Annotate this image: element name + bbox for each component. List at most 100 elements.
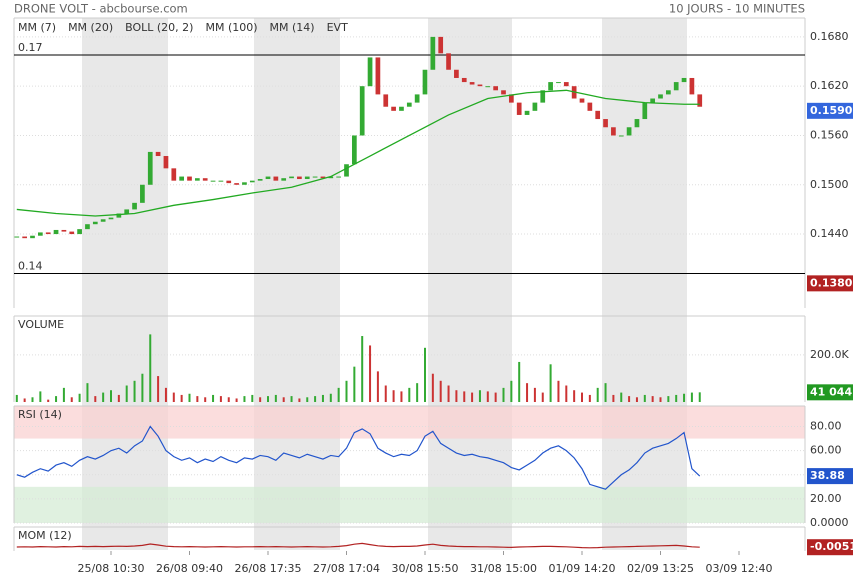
volume-bar [298,398,301,402]
candle [689,77,695,95]
legend-entry: MM (20) [68,21,113,34]
volume-bar [431,373,434,402]
volume-bar [321,394,324,402]
volume-bar [337,387,340,402]
tag-label: 41 044 [810,385,852,398]
y-tick-label: 0.1560 [810,128,849,141]
candle [14,236,20,238]
volume-bar [94,396,97,402]
candle [524,110,530,115]
day-band [82,18,168,550]
volume-bar [533,387,536,402]
volume-bar [314,396,317,402]
volume-bar [604,383,607,402]
reference-label: 0.17 [18,41,43,54]
candle [367,57,373,87]
tag-label: 38.88 [810,469,845,482]
candle [351,135,357,165]
volume-bar [47,399,50,402]
volume-bar [455,390,458,402]
volume-bar [518,361,521,402]
candle [242,182,247,185]
volume-bar [698,392,701,402]
candle [438,36,444,54]
x-tick-label: 26/08 17:35 [235,562,302,575]
candle [626,127,632,136]
volume-bar [62,387,65,402]
volume-bar [251,394,254,402]
volume-bar [581,392,583,402]
volume-bar [102,392,105,402]
candle [548,82,553,91]
volume-bar [70,397,73,402]
candle [257,179,263,181]
volume-bar [86,383,89,402]
volume-bar [557,380,560,402]
candle [108,217,114,220]
volume-bar [259,397,262,402]
candle [171,168,177,181]
volume-bar [369,345,372,402]
candle [665,90,671,95]
volume-bar [188,393,191,402]
candle [281,178,287,181]
candle [210,180,216,182]
panel-title: MOM (12) [18,529,72,542]
volume-bar [227,397,230,402]
candle [430,36,436,70]
candle [312,176,318,178]
candle [540,90,546,103]
candle [249,180,255,183]
volume-bar [635,397,638,402]
candle [30,235,35,239]
volume-bar [541,392,544,402]
x-tick-label: 25/08 10:30 [78,562,145,575]
candle [406,102,412,107]
candle [202,178,208,181]
candle [226,180,232,184]
volume-bar [219,396,222,402]
volume-bar [463,391,466,402]
tag-box [807,539,853,556]
volume-bar [486,391,489,402]
candle [289,176,294,179]
candle [579,98,585,103]
volume-bar [306,397,309,402]
value-tag: -0.0051 [807,539,855,556]
volume-bar [361,336,364,402]
volume-bar [117,394,120,402]
y-tick-label: 0.1680 [810,30,849,43]
volume-bar [125,385,128,402]
tag-box [807,102,853,119]
y-tick-label: 0.1500 [810,178,849,191]
volume-bar [439,380,442,402]
value-tag: 0.1590 [807,102,853,119]
volume-bar [110,390,112,402]
value-tag: 41 044 [807,384,853,401]
volume-bar [424,347,426,402]
candle [422,69,428,95]
candle [132,202,137,210]
volume-bar [502,387,505,402]
volume-bar [15,394,18,402]
zone [14,486,805,523]
volume-bar [494,392,497,402]
candle [265,176,271,180]
volume-bar [471,392,474,402]
volume-bar [526,383,529,402]
volume-bar [384,385,387,402]
volume-bar [180,394,183,402]
candle [697,94,703,107]
volume-bar [212,394,215,402]
candle [642,102,648,120]
value-tag: 0.1380 [807,275,853,292]
legend-entry: MM (14) [270,21,315,34]
x-tick-label: 31/08 15:00 [470,562,537,575]
candle [234,183,239,185]
candle [359,86,365,136]
candle [454,69,459,78]
volume-bar [392,390,395,402]
volume-bar [643,394,646,402]
volume-bar [588,394,591,402]
